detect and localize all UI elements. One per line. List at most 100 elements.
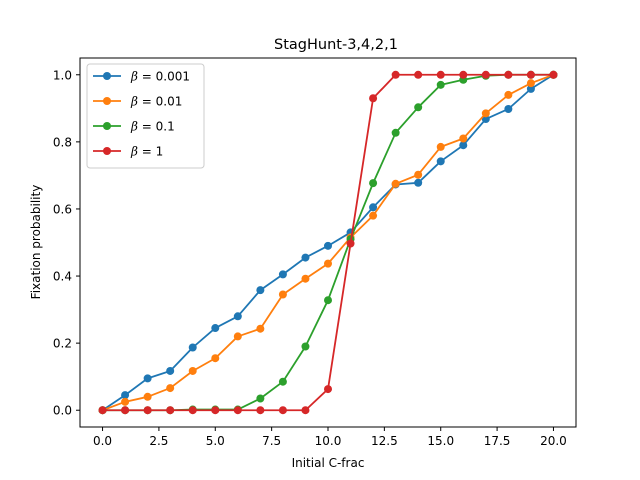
legend-marker [103,72,111,80]
data-point [121,397,130,406]
legend-box [86,63,205,169]
x-tick-label: 12.5 [371,434,398,448]
data-point [301,406,310,415]
data-point [549,70,558,79]
data-point [121,406,130,415]
x-axis: 0.0 2.5 5.0 7.5 10.0 12.5 15.0 17.5 20.0 [93,427,567,448]
data-point [256,324,265,333]
legend-beta-value: = 0.001 [138,70,190,84]
data-point [211,324,220,333]
data-point [188,366,197,375]
legend-entry: β = 0.1 [93,120,175,134]
data-point [324,385,332,394]
series-4 [98,70,558,415]
data-point [459,141,468,150]
data-point [526,70,535,79]
data-point [211,406,220,415]
plot-area [98,70,558,415]
legend-beta-value: = 1 [138,145,163,159]
y-tick-label: 0.4 [53,270,72,284]
legend-label: β = 0.1 [130,120,175,134]
data-point [369,211,378,220]
legend-entry: β = 1 [93,145,163,159]
x-tick-label: 5.0 [206,434,225,448]
data-point [346,239,355,248]
legend-marker [103,97,111,105]
x-tick-label: 20.0 [540,434,567,448]
data-point [526,84,535,93]
legend-beta-symbol: β [130,120,138,134]
legend-label: β = 0.01 [130,95,182,109]
x-tick-label: 2.5 [149,434,168,448]
data-point [278,270,287,279]
data-point [301,253,310,262]
data-point [143,374,152,383]
x-tick-label: 10.0 [315,434,342,448]
data-point [143,392,152,401]
y-tick-label: 0.8 [53,135,72,149]
legend-beta-symbol: β [130,70,138,84]
data-point [188,343,197,352]
data-point [211,354,220,363]
data-point [256,406,265,415]
data-point [256,286,265,295]
y-axis-label: Fixation probability [29,185,43,300]
legend-entry: β = 0.01 [93,95,182,109]
data-point [233,332,242,341]
x-tick-label: 15.0 [427,434,454,448]
data-point [278,406,287,415]
data-point [436,142,445,151]
data-point [256,394,265,403]
data-point [233,312,242,321]
legend-label: β = 0.001 [130,70,190,84]
legend-beta-value: = 0.01 [138,95,182,109]
data-point [481,115,490,124]
data-point [278,290,287,299]
data-point [369,203,378,212]
y-axis: 0.0 0.2 0.4 0.6 0.8 1.0 [53,68,80,418]
data-point [301,274,310,283]
data-point [459,134,468,143]
data-point [414,170,423,179]
legend-marker [103,122,111,130]
data-point [436,157,445,166]
data-point [143,406,152,415]
data-point [526,79,535,88]
data-point [481,70,490,79]
data-point [504,90,513,99]
data-point [278,377,287,386]
x-tick-label: 7.5 [262,434,281,448]
data-point [504,70,513,79]
y-tick-label: 0.2 [53,337,72,351]
data-point [324,296,332,305]
legend-entry: β = 0.001 [93,70,190,84]
data-point [391,128,400,137]
legend-marker [103,147,111,155]
data-point [391,70,400,79]
legend-label: β = 1 [130,145,163,159]
data-point [391,179,400,188]
data-point [324,241,332,250]
legend-beta-symbol: β [130,145,138,159]
data-point [414,178,423,187]
legend-beta-value: = 0.1 [138,120,175,134]
data-point [369,94,378,103]
data-point [98,406,107,415]
data-point [369,179,378,188]
x-axis-label: Initial C-frac [292,456,365,470]
data-point [504,104,513,113]
data-point [414,103,423,112]
data-point [166,406,175,415]
data-point [166,384,175,393]
chart-title: StagHunt-3,4,2,1 [274,37,398,53]
x-tick-label: 17.5 [484,434,511,448]
y-tick-label: 1.0 [53,68,72,82]
data-point [121,391,130,400]
data-point [436,80,445,89]
data-point [324,259,332,268]
x-tick-label: 0.0 [93,434,112,448]
y-tick-label: 0.6 [53,202,72,216]
data-point [233,406,242,415]
